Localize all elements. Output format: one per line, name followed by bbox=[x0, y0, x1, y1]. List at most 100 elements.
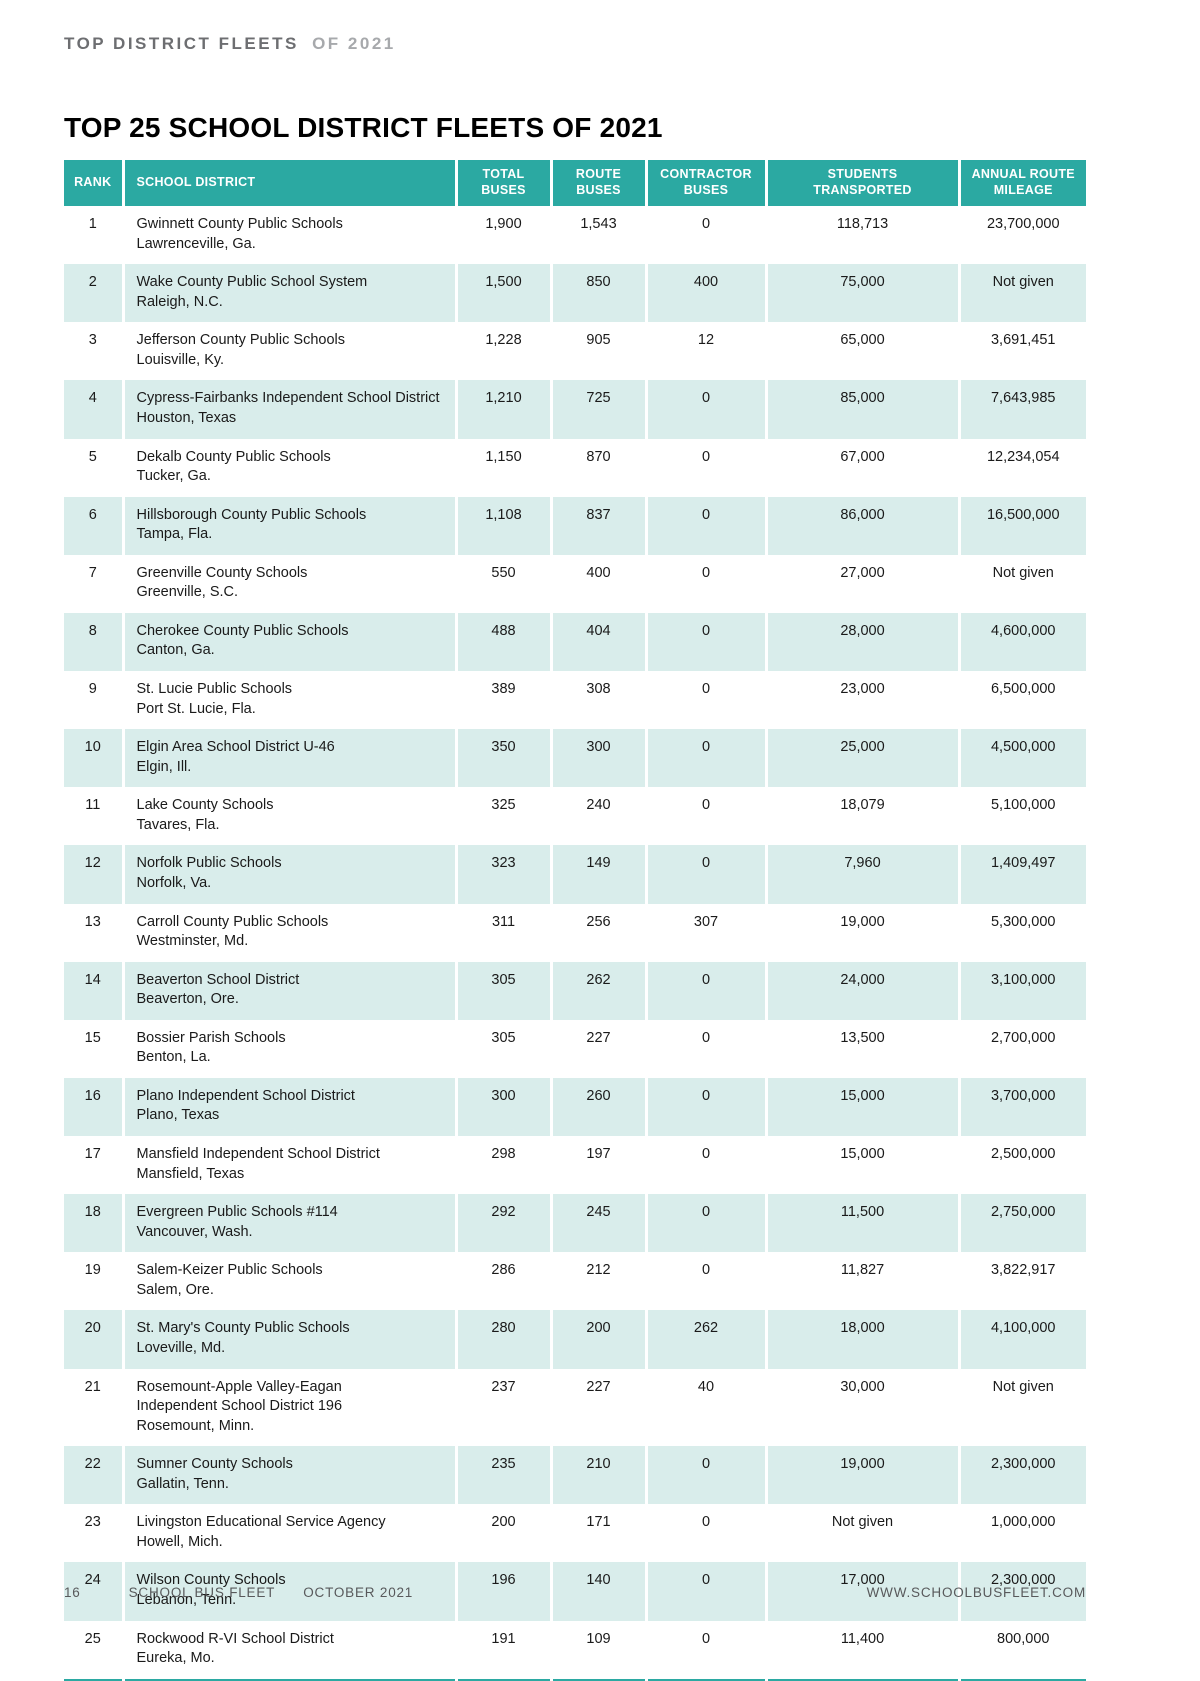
students-transported-cell: 75,000 bbox=[764, 264, 959, 323]
district-location: Raleigh, N.C. bbox=[136, 293, 223, 310]
annual-route-mileage-cell: 16,500,000 bbox=[957, 496, 1086, 555]
students-transported-cell: 18,000 bbox=[764, 1310, 959, 1369]
district-cell: Greenville County Schools Greenville, S.… bbox=[121, 554, 456, 613]
route-buses-cell: 197 bbox=[549, 1136, 646, 1195]
district-location: Rosemount, Minn. bbox=[136, 1417, 255, 1434]
annual-route-mileage-cell: 3,691,451 bbox=[957, 322, 1086, 381]
annual-route-mileage-cell: 2,500,000 bbox=[957, 1136, 1086, 1195]
annual-route-mileage-cell: 1,409,497 bbox=[957, 845, 1086, 904]
district-cell: Norfolk Public Schools Norfolk, Va. bbox=[121, 845, 456, 904]
district-name: Greenville County Schools bbox=[136, 564, 308, 581]
table-row: 3 Jefferson County Public Schools Louisv… bbox=[64, 322, 1086, 381]
rank-cell: 14 bbox=[64, 961, 123, 1020]
students-transported-cell: 18,079 bbox=[764, 787, 959, 846]
table-row: 11 Lake County Schools Tavares, Fla. 325… bbox=[64, 787, 1086, 846]
district-name: Wake County Public School System bbox=[136, 274, 368, 291]
contractor-buses-cell: 0 bbox=[644, 961, 766, 1020]
total-buses-cell: 1,900 bbox=[454, 206, 551, 265]
table-row: 5 Dekalb County Public Schools Tucker, G… bbox=[64, 438, 1086, 497]
students-transported-cell: 23,000 bbox=[764, 671, 959, 730]
table-row: 10 Elgin Area School District U-46 Elgin… bbox=[64, 729, 1086, 788]
rank-cell: 17 bbox=[84, 1146, 101, 1162]
students-transported-cell: 25,000 bbox=[764, 729, 959, 788]
table-row: 6 Hillsborough County Public Schools Tam… bbox=[64, 496, 1086, 555]
route-buses-cell: 227 bbox=[549, 1019, 646, 1078]
total-buses-cell: 200 bbox=[454, 1504, 551, 1563]
contractor-buses-cell: 0 bbox=[644, 729, 766, 788]
district-cell: Wilson County Schools Lebanon, Tenn. bbox=[121, 1562, 456, 1621]
total-buses-cell: 323 bbox=[454, 845, 551, 904]
rank-cell: 15 bbox=[84, 1029, 101, 1046]
students-transported-cell: 67,000 bbox=[764, 438, 959, 497]
district-cell: Hillsborough County Public Schools Tampa… bbox=[121, 496, 456, 555]
route-buses-cell: 870 bbox=[549, 438, 646, 497]
students-transported-cell: 15,000 bbox=[764, 1136, 959, 1195]
contractor-buses-cell: 0 bbox=[644, 1077, 766, 1136]
rank-cell: 1 bbox=[88, 216, 97, 232]
rank-cell: 21 bbox=[84, 1378, 101, 1395]
rank-cell: 2 bbox=[64, 264, 123, 323]
total-buses-cell: 235 bbox=[454, 1446, 551, 1505]
district-cell: St. Lucie Public Schools Port St. Lucie,… bbox=[121, 671, 456, 730]
page-footer: 16 SCHOOL BUS FLEET OCTOBER 2021 WWW.SCH… bbox=[64, 1585, 1086, 1600]
route-buses-cell: 1,543 bbox=[549, 206, 646, 265]
contractor-buses-cell: 0 bbox=[644, 554, 766, 613]
rank-cell: 20 bbox=[64, 1310, 123, 1369]
annual-route-mileage-cell: 4,500,000 bbox=[957, 729, 1086, 788]
website-url: WWW.SCHOOLBUSFLEET.COM bbox=[866, 1585, 1086, 1600]
rank-cell: 19 bbox=[84, 1262, 101, 1279]
route-buses-cell: 260 bbox=[549, 1077, 646, 1136]
district-cell: Evergreen Public Schools #114 Vancouver,… bbox=[121, 1194, 456, 1253]
footer-left: 16 SCHOOL BUS FLEET OCTOBER 2021 bbox=[64, 1585, 413, 1600]
route-buses-cell: 245 bbox=[549, 1194, 646, 1253]
annual-route-mileage-cell: 23,700,000 bbox=[957, 206, 1086, 265]
contractor-buses-cell: 0 bbox=[644, 671, 766, 730]
district-location: Mansfield, Texas bbox=[136, 1165, 245, 1182]
route-buses-cell: 404 bbox=[549, 612, 646, 671]
column-header-students-transported: STUDENTS TRANSPORTED bbox=[764, 160, 959, 206]
total-buses-cell: 488 bbox=[454, 612, 551, 671]
route-buses-cell: 837 bbox=[549, 496, 646, 555]
total-buses-cell: 237 bbox=[454, 1368, 551, 1447]
annual-route-mileage-cell: 12,234,054 bbox=[957, 438, 1086, 497]
contractor-buses-cell: 262 bbox=[644, 1310, 766, 1369]
total-buses-cell: 1,150 bbox=[454, 438, 551, 497]
table-row: 1 Gwinnett County Public Schools Lawrenc… bbox=[64, 206, 1086, 265]
contractor-buses-cell: 40 bbox=[644, 1368, 766, 1447]
district-name: Jefferson County Public Schools bbox=[136, 332, 346, 349]
route-buses-cell: 308 bbox=[549, 671, 646, 730]
contractor-buses-cell: 400 bbox=[644, 264, 766, 323]
district-cell: Rockwood R-VI School District Eureka, Mo… bbox=[121, 1620, 456, 1680]
rank-cell: 25 bbox=[84, 1630, 101, 1647]
annual-route-mileage-cell: 2,750,000 bbox=[957, 1194, 1086, 1253]
route-buses-cell: 850 bbox=[549, 264, 646, 323]
page-eyebrow: TOP DISTRICT FLEETS OF 2021 bbox=[64, 34, 1086, 54]
district-cell: Mansfield Independent School District Ma… bbox=[121, 1136, 456, 1195]
route-buses-cell: 210 bbox=[549, 1446, 646, 1505]
district-name: St. Mary's County Public Schools bbox=[136, 1320, 350, 1337]
district-location: Port St. Lucie, Fla. bbox=[136, 700, 256, 717]
table-row: 21 Rosemount-Apple Valley-Eagan Independ… bbox=[64, 1368, 1086, 1447]
students-transported-cell: 19,000 bbox=[764, 1446, 959, 1505]
total-buses-cell: 1,228 bbox=[454, 322, 551, 381]
students-transported-cell: 28,000 bbox=[764, 612, 959, 671]
fleet-table: RANK SCHOOL DISTRICT TOTAL BUSES ROUTE B… bbox=[64, 160, 1086, 1681]
annual-route-mileage-cell: Not given bbox=[957, 264, 1086, 323]
table-row: 23 Livingston Educational Service Agency… bbox=[64, 1504, 1086, 1563]
total-buses-cell: 325 bbox=[454, 787, 551, 846]
table-row: 2 Wake County Public School System Ralei… bbox=[64, 264, 1086, 323]
rank-cell: 13 bbox=[84, 913, 101, 930]
district-cell: Livingston Educational Service Agency Ho… bbox=[121, 1504, 456, 1563]
annual-route-mileage-cell: Not given bbox=[957, 1368, 1086, 1447]
total-buses-cell: 550 bbox=[454, 554, 551, 613]
contractor-buses-cell: 0 bbox=[644, 1620, 766, 1680]
contractor-buses-cell: 0 bbox=[644, 1504, 766, 1563]
contractor-buses-cell: 307 bbox=[644, 903, 766, 962]
rank-cell: 11 bbox=[85, 797, 101, 814]
students-transported-cell: 11,500 bbox=[764, 1194, 959, 1253]
district-name: Cypress-Fairbanks Independent School Dis… bbox=[136, 390, 440, 407]
contractor-buses-cell: 0 bbox=[644, 1019, 766, 1078]
total-buses-cell: 305 bbox=[454, 961, 551, 1020]
table-row: 14 Beaverton School District Beaverton, … bbox=[64, 961, 1086, 1020]
page-title: TOP 25 SCHOOL DISTRICT FLEETS OF 2021 bbox=[64, 112, 663, 143]
